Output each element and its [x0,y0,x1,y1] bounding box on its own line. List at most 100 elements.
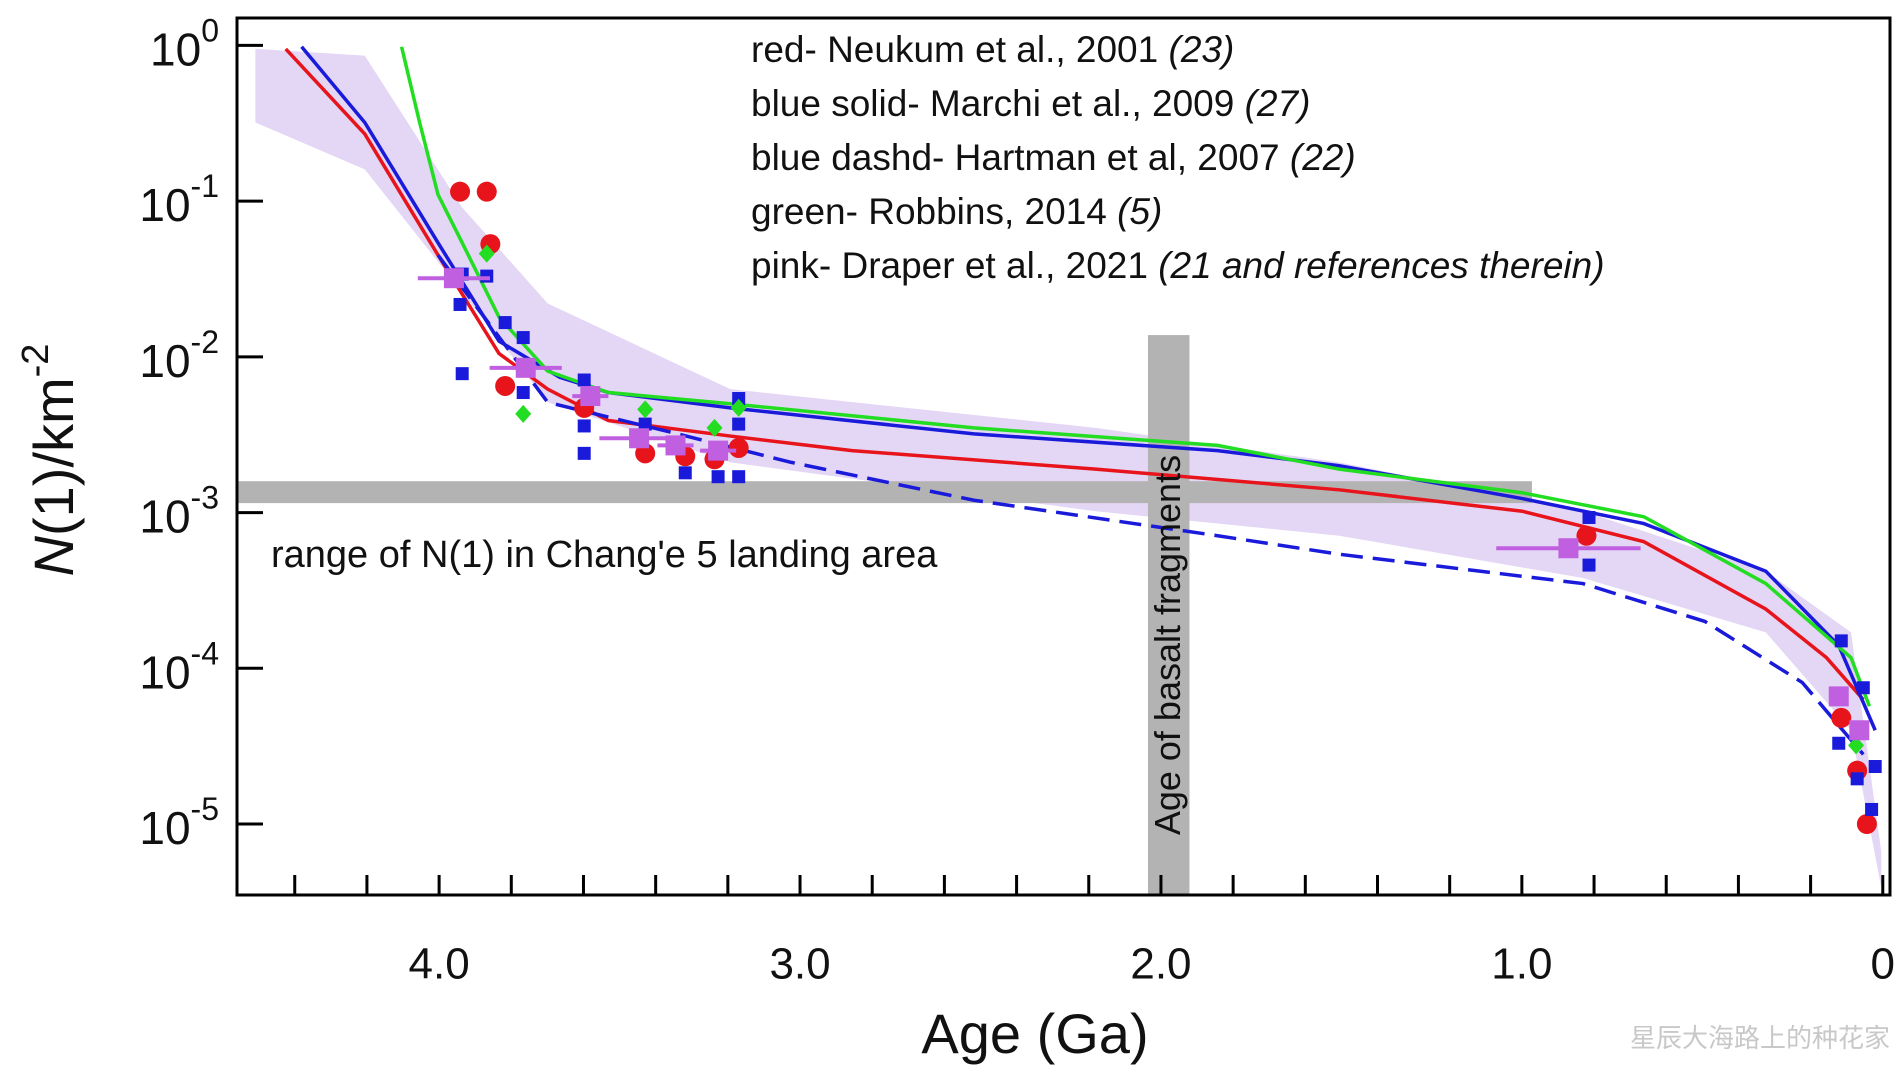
point [1856,814,1877,835]
plot-frame [235,16,1892,897]
point [730,398,747,417]
point [708,440,729,461]
point [635,443,656,464]
y-tick-exponent: -3 [191,480,219,516]
point [1582,558,1596,572]
y-tick-label: 10-1 [139,169,219,232]
point [516,386,530,400]
legend-ref: (22) [1290,137,1356,178]
point [1834,634,1848,648]
legend-entry: green- Robbins, 2014 (5) [751,191,1162,232]
point [1576,525,1597,546]
x-tick-label: 4.0 [409,940,470,989]
point [1868,760,1882,774]
highlight-label: Age of basalt fragments [1147,455,1188,835]
point [678,466,692,480]
x-tick-label: 0 [1871,940,1895,989]
point [476,181,497,202]
y-label-exponent: -2 [15,344,57,378]
legend-ref: (21 and references therein) [1158,245,1604,286]
y-tick-label: 10-2 [139,324,219,387]
point [450,181,471,202]
point [1848,736,1865,755]
point [1558,538,1579,559]
legend-name: blue dashd- Hartman et al, 2007 [751,137,1280,178]
series-line [399,46,1872,707]
y-tick-base: 10 [139,802,190,854]
point [732,470,746,484]
y-tick-exponent: -5 [191,791,219,827]
legend-entry: pink- Draper et al., 2021 (21 and refere… [751,245,1605,286]
y-axis-label: N(1)/km-2 [15,344,85,577]
point [711,470,725,484]
highlight-band [237,481,1532,504]
point [515,404,532,423]
legend-entry: blue solid- Marchi et al., 2009 (27) [751,83,1310,124]
legend-ref: (27) [1245,83,1311,124]
point [1828,686,1849,707]
point [1832,736,1846,750]
y-tick-base: 10 [150,24,201,76]
legend-ref: (23) [1169,29,1235,70]
x-tick-label: 2.0 [1130,940,1191,989]
point [498,316,512,330]
y-tick-base: 10 [139,646,190,698]
x-tick-label: 1.0 [1491,940,1552,989]
y-tick-exponent: -1 [191,169,219,205]
legend-name: blue solid- Marchi et al., 2009 [751,83,1234,124]
y-tick-label: 10-5 [139,791,219,854]
point [1865,802,1879,816]
highlight-band [1147,335,1190,895]
point [443,268,464,289]
point [637,400,654,419]
y-tick-exponent: 0 [201,13,219,49]
point [455,367,469,381]
point [706,418,723,437]
y-tick-label: 100 [150,13,219,76]
point [732,392,746,406]
point [577,373,591,387]
legend-name: green- Robbins, 2014 [751,191,1107,232]
highlight-label: range of N(1) in Chang'e 5 landing area [271,534,938,576]
point [495,375,516,396]
point [516,331,530,345]
series-line [436,254,1865,756]
point [1850,772,1864,786]
legend-entry: blue dashd- Hartman et al, 2007 (22) [751,137,1356,178]
point [478,244,495,263]
legend-name: red- Neukum et al., 2001 [751,29,1158,70]
y-tick-label: 10-3 [139,480,219,543]
y-label-part: N [22,535,85,576]
point [453,297,467,311]
point [1831,707,1852,728]
point [577,446,591,460]
legend-ref: (5) [1117,191,1162,232]
point [1582,510,1596,524]
point [1849,720,1870,741]
x-tick-label: 3.0 [769,940,830,989]
watermark: 星辰大海路上的种花家 [1630,1023,1890,1053]
x-axis-label: Age (Ga) [921,1002,1148,1065]
legend-entry: red- Neukum et al., 2001 (23) [751,29,1234,70]
y-tick-exponent: -2 [191,324,219,360]
point [577,419,591,433]
y-tick-label: 10-4 [139,636,219,699]
point [665,435,686,456]
y-tick-exponent: -4 [191,636,219,672]
y-tick-base: 10 [139,335,190,387]
legend-name: pink- Draper et al., 2021 [751,245,1148,286]
point [638,417,652,431]
point [728,437,749,458]
y-label-part: (1)/km [22,377,85,536]
point [515,357,536,378]
point [480,269,494,283]
point-layer [417,181,1882,835]
y-tick-base: 10 [139,179,190,231]
highlight-layer [237,335,1532,895]
point [732,417,746,431]
point [629,428,650,449]
point [580,386,601,407]
y-tick-base: 10 [139,491,190,543]
